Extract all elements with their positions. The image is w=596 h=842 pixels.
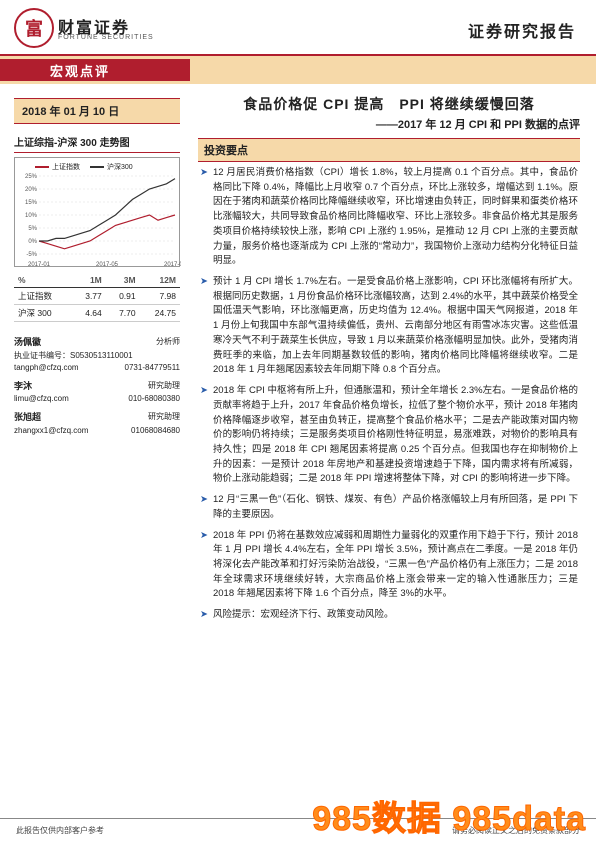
contact-email: tangph@cfzq.com bbox=[14, 362, 79, 374]
contact-email: zhangxx1@cfzq.com bbox=[14, 425, 88, 437]
table-cell: 上证指数 bbox=[14, 288, 72, 305]
chart-svg: -5% 0% 5% 10% 15% 20% 25% 2017-01 2017-05 2017-09 bbox=[15, 158, 181, 268]
contact-block: 李沐 研究助理 limu@cfzq.com 010-68080380 bbox=[14, 380, 180, 406]
svg-text:5%: 5% bbox=[28, 226, 37, 232]
contact-email: limu@cfzq.com bbox=[14, 393, 69, 405]
contact-role: 研究助理 bbox=[148, 411, 180, 425]
table-header-cell: 3M bbox=[106, 273, 140, 288]
report-title: 食品价格促 CPI 提高 PPI 将继续缓慢回落 bbox=[198, 94, 580, 114]
table-cell: 沪深 300 bbox=[14, 305, 72, 322]
table-cell: 24.75 bbox=[140, 305, 180, 322]
chart-legend: 上证指数 沪深300 bbox=[35, 162, 133, 172]
table-header-cell: % bbox=[14, 273, 72, 288]
bullet-text: 风险提示：宏观经济下行、政策变动风险。 bbox=[213, 608, 394, 623]
index-trend-chart: 上证指数 沪深300 -5% 0% 5% 10% 15% 20% 25% 2017-01 201… bbox=[14, 157, 180, 267]
svg-text:2017-05: 2017-05 bbox=[96, 262, 119, 268]
bullet-marker-icon: ➤ bbox=[200, 493, 208, 522]
contact-role: 研究助理 bbox=[148, 380, 180, 394]
bullet-item: ➤预计 1 月 CPI 增长 1.7%左右。一是受食品价格上涨影响，CPI 环比… bbox=[200, 275, 578, 378]
right-panel: 食品价格促 CPI 提高 PPI 将继续缓慢回落 ——2017 年 12 月 C… bbox=[190, 84, 596, 629]
bullet-item: ➤12 月“三黑一色”（石化、钢铁、煤炭、有色）产品价格涨幅较上月有所回落，是 … bbox=[200, 493, 578, 522]
table-header-cell: 1M bbox=[72, 273, 106, 288]
bullet-item: ➤ 风险提示：宏观经济下行、政策变动风险。 bbox=[200, 608, 578, 623]
returns-table: %1M3M12M 上证指数3.770.917.98沪深 3004.647.702… bbox=[14, 273, 180, 322]
contact-name: 张旭超 bbox=[14, 411, 41, 425]
bullet-item: ➤2018 年 CPI 中枢将有所上升，但通胀温和，预计全年增长 2.3%左右。… bbox=[200, 384, 578, 487]
table-header-cell: 12M bbox=[140, 273, 180, 288]
contact-name: 李沐 bbox=[14, 380, 32, 394]
report-subtitle: ——2017 年 12 月 CPI 和 PPI 数据的点评 bbox=[198, 116, 580, 132]
brand-logo: 富 bbox=[14, 8, 54, 48]
bullet-marker-icon: ➤ bbox=[200, 384, 208, 487]
table-cell: 7.70 bbox=[106, 305, 140, 322]
table-cell: 3.77 bbox=[72, 288, 106, 305]
analyst-contacts: 汤佩徽 分析师执业证书编号：S0530513110001tangph@cfzq.c… bbox=[14, 336, 180, 437]
legend-label-0: 上证指数 bbox=[52, 162, 80, 172]
category-band: 宏观点评 bbox=[0, 56, 596, 84]
section-heading: 投资要点 bbox=[198, 138, 580, 162]
report-date: 2018 年 01 月 10 日 bbox=[14, 98, 180, 124]
bullet-text: 12 月居民消费价格指数（CPI）增长 1.8%，较上月提高 0.1 个百分点。… bbox=[213, 166, 578, 269]
contact-phone: 010-68080380 bbox=[128, 393, 180, 405]
watermark-text: 985数据 985data bbox=[312, 791, 586, 840]
contact-block: 张旭超 研究助理 zhangxx1@cfzq.com 01068084680 bbox=[14, 411, 180, 437]
contact-cert: 执业证书编号：S0530513110001 bbox=[14, 350, 133, 362]
bullet-item: ➤12 月居民消费价格指数（CPI）增长 1.8%，较上月提高 0.1 个百分点… bbox=[200, 166, 578, 269]
report-type: 证券研究报告 bbox=[468, 18, 576, 42]
bullet-item: ➤2018 年 PPI 仍将在基数效应减弱和周期性力量弱化的双重作用下趋于下行，… bbox=[200, 529, 578, 603]
contact-role: 分析师 bbox=[156, 336, 180, 350]
contact-phone: 0731-84779511 bbox=[125, 362, 180, 374]
svg-text:20%: 20% bbox=[25, 187, 38, 193]
legend-item-0: 上证指数 bbox=[35, 162, 80, 172]
bullet-marker-icon: ➤ bbox=[200, 608, 208, 623]
bullet-marker-icon: ➤ bbox=[200, 166, 208, 269]
report-header: 富 财富证券 FORTUNE SECURITIES 证券研究报告 bbox=[0, 0, 596, 56]
bullet-list: ➤12 月居民消费价格指数（CPI）增长 1.8%，较上月提高 0.1 个百分点… bbox=[198, 162, 580, 623]
category-label: 宏观点评 bbox=[0, 59, 190, 81]
bullet-marker-icon: ➤ bbox=[200, 529, 208, 603]
contact-phone: 01068084680 bbox=[131, 425, 180, 437]
logo-glyph: 富 bbox=[14, 8, 54, 48]
contact-block: 汤佩徽 分析师执业证书编号：S0530513110001tangph@cfzq.c… bbox=[14, 336, 180, 374]
brand-name-en: FORTUNE SECURITIES bbox=[58, 34, 154, 41]
svg-text:-5%: -5% bbox=[26, 252, 37, 258]
bullet-marker-icon: ➤ bbox=[200, 275, 208, 378]
footer-left: 此报告仅供内部客户参考 bbox=[16, 825, 104, 836]
table-cell: 4.64 bbox=[72, 305, 106, 322]
contact-name: 汤佩徽 bbox=[14, 336, 41, 350]
svg-text:25%: 25% bbox=[25, 174, 38, 180]
table-cell: 7.98 bbox=[140, 288, 180, 305]
table-cell: 0.91 bbox=[106, 288, 140, 305]
bullet-text: 2018 年 PPI 仍将在基数效应减弱和周期性力量弱化的双重作用下趋于下行，预… bbox=[213, 529, 578, 603]
table-row: 上证指数3.770.917.98 bbox=[14, 288, 180, 305]
chart-title: 上证综指-沪深 300 走势图 bbox=[14, 134, 180, 153]
bullet-text: 2018 年 CPI 中枢将有所上升，但通胀温和，预计全年增长 2.3%左右。一… bbox=[213, 384, 578, 487]
left-panel: 2018 年 01 月 10 日 上证综指-沪深 300 走势图 上证指数 沪深… bbox=[0, 84, 190, 629]
table-row: 沪深 3004.647.7024.75 bbox=[14, 305, 180, 322]
svg-text:15%: 15% bbox=[25, 200, 38, 206]
svg-text:10%: 10% bbox=[25, 213, 38, 219]
legend-swatch-1 bbox=[90, 166, 104, 168]
svg-text:2017-09: 2017-09 bbox=[164, 262, 181, 268]
bullet-text: 12 月“三黑一色”（石化、钢铁、煤炭、有色）产品价格涨幅较上月有所回落，是 P… bbox=[213, 493, 578, 522]
legend-label-1: 沪深300 bbox=[107, 162, 133, 172]
svg-text:2017-01: 2017-01 bbox=[28, 262, 51, 268]
svg-text:0%: 0% bbox=[28, 239, 37, 245]
legend-swatch-0 bbox=[35, 166, 49, 168]
legend-item-1: 沪深300 bbox=[90, 162, 133, 172]
bullet-text: 预计 1 月 CPI 增长 1.7%左右。一是受食品价格上涨影响，CPI 环比涨… bbox=[213, 275, 578, 378]
